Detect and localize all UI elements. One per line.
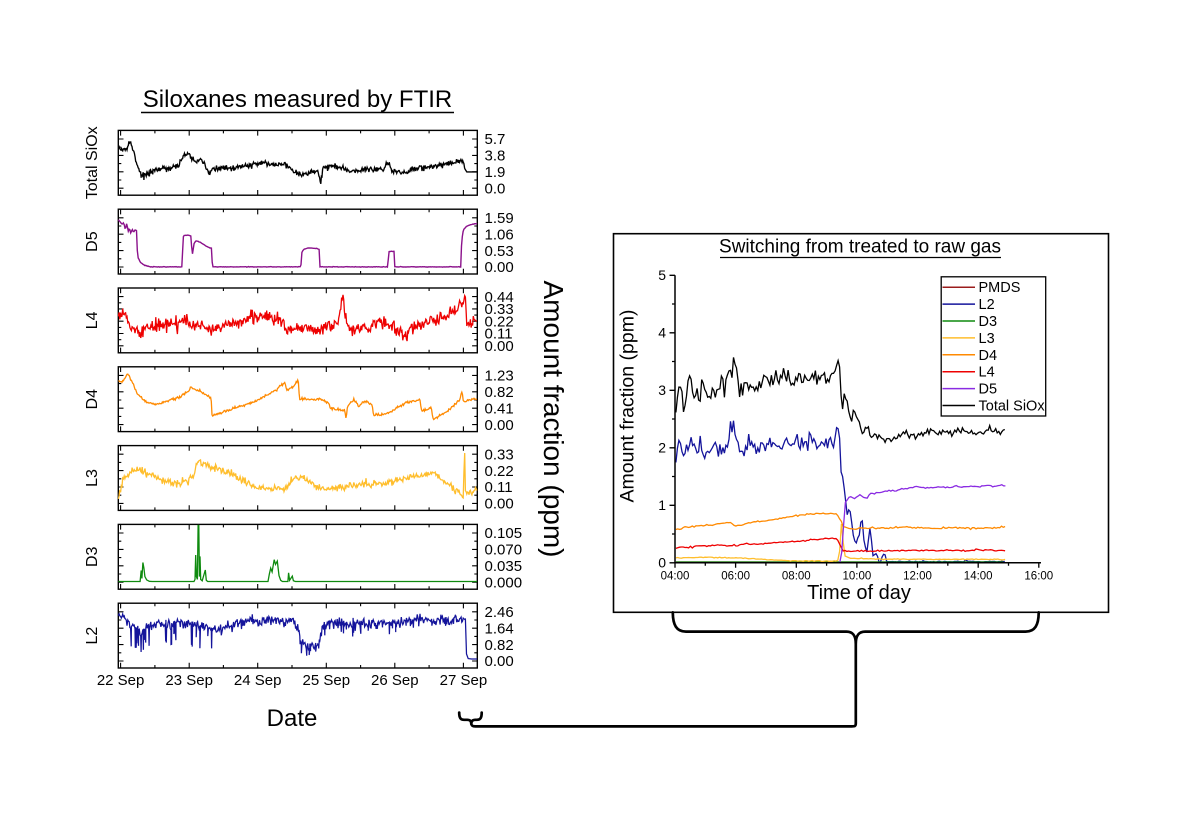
svg-text:24 Sep: 24 Sep: [234, 672, 282, 689]
svg-text:5.7: 5.7: [485, 131, 506, 148]
svg-text:23 Sep: 23 Sep: [165, 672, 213, 689]
svg-text:D4: D4: [84, 389, 101, 410]
svg-text:10:00: 10:00: [843, 571, 872, 583]
svg-text:0.0: 0.0: [485, 180, 506, 197]
svg-text:0.41: 0.41: [485, 400, 514, 417]
svg-text:1.59: 1.59: [485, 210, 514, 227]
svg-text:0.22: 0.22: [485, 463, 514, 480]
svg-text:0.000: 0.000: [485, 574, 523, 591]
svg-text:D3: D3: [84, 546, 101, 567]
svg-text:1.23: 1.23: [485, 368, 514, 385]
svg-text:0.33: 0.33: [485, 446, 514, 463]
svg-text:0.105: 0.105: [485, 525, 523, 542]
svg-text:Siloxanes measured by FTIR: Siloxanes measured by FTIR: [143, 86, 452, 113]
svg-text:1.9: 1.9: [485, 164, 506, 181]
svg-text:1.64: 1.64: [485, 620, 514, 637]
svg-text:0.070: 0.070: [485, 542, 523, 559]
svg-text:06:00: 06:00: [721, 571, 750, 583]
svg-text:0.00: 0.00: [485, 338, 514, 355]
svg-text:D5: D5: [84, 231, 101, 252]
svg-text:0.82: 0.82: [485, 384, 514, 401]
svg-text:0.44: 0.44: [485, 289, 514, 306]
svg-text:27 Sep: 27 Sep: [440, 672, 488, 689]
svg-text:0.00: 0.00: [485, 496, 514, 513]
svg-text:0.00: 0.00: [485, 417, 514, 434]
svg-text:0.00: 0.00: [485, 259, 514, 276]
svg-text:14:00: 14:00: [964, 571, 993, 583]
svg-text:04:00: 04:00: [661, 571, 690, 583]
svg-text:12:00: 12:00: [903, 571, 932, 583]
svg-text:L2: L2: [84, 627, 101, 645]
svg-text:0.11: 0.11: [485, 326, 513, 343]
svg-text:L4: L4: [84, 311, 101, 329]
svg-text:Date: Date: [267, 705, 318, 732]
svg-text:08:00: 08:00: [782, 571, 811, 583]
svg-text:Total SiOx: Total SiOx: [84, 126, 101, 199]
svg-text:5: 5: [658, 267, 666, 283]
svg-text:D4: D4: [979, 348, 998, 364]
svg-text:0.035: 0.035: [485, 558, 523, 575]
svg-text:PMDS: PMDS: [979, 280, 1021, 296]
svg-text:L4: L4: [979, 365, 995, 381]
svg-text:0.33: 0.33: [485, 301, 514, 318]
svg-text:0.53: 0.53: [485, 243, 514, 260]
svg-text:16:00: 16:00: [1024, 571, 1053, 583]
svg-text:0.11: 0.11: [485, 479, 513, 496]
svg-text:0.22: 0.22: [485, 313, 514, 330]
svg-text:1.06: 1.06: [485, 226, 514, 243]
svg-text:2.46: 2.46: [485, 604, 514, 621]
svg-text:3.8: 3.8: [485, 148, 506, 165]
svg-text:Total SiOx: Total SiOx: [979, 399, 1046, 415]
svg-text:25 Sep: 25 Sep: [303, 672, 351, 689]
svg-text:L3: L3: [979, 331, 995, 347]
svg-text:0.82: 0.82: [485, 637, 514, 654]
svg-text:4: 4: [658, 325, 666, 341]
svg-text:3: 3: [658, 382, 666, 398]
svg-text:22 Sep: 22 Sep: [97, 672, 145, 689]
svg-text:Amount fraction (ppm): Amount fraction (ppm): [538, 281, 569, 558]
svg-text:Time of day: Time of day: [807, 582, 911, 604]
svg-text:1: 1: [658, 497, 666, 513]
svg-text:Switching from treated to raw: Switching from treated to raw gas: [719, 237, 1001, 258]
svg-text:0.00: 0.00: [485, 653, 514, 670]
svg-text:L2: L2: [979, 297, 995, 313]
svg-text:2: 2: [658, 440, 666, 456]
svg-text:Amount fraction (ppm): Amount fraction (ppm): [617, 310, 639, 503]
svg-text:0: 0: [658, 555, 666, 571]
svg-text:26 Sep: 26 Sep: [371, 672, 419, 689]
svg-text:D3: D3: [979, 314, 998, 330]
svg-text:L3: L3: [84, 469, 101, 487]
svg-text:D5: D5: [979, 382, 998, 398]
